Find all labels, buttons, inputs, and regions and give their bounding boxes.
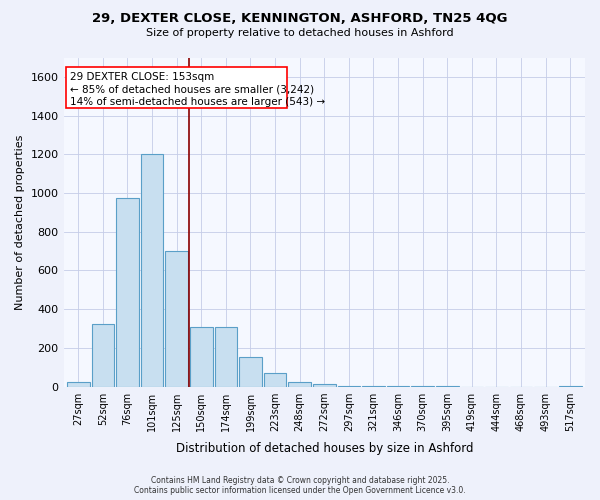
Bar (141, 154, 163, 386)
X-axis label: Distribution of detached houses by size in Ashford: Distribution of detached houses by size … (176, 442, 473, 455)
Bar (166, 251, 188, 386)
Bar (116, 198, 139, 386)
Text: 14% of semi-detached houses are larger (543) →: 14% of semi-detached houses are larger (… (70, 98, 325, 108)
Bar (289, 382, 311, 386)
Text: 29 DEXTER CLOSE: 153sqm: 29 DEXTER CLOSE: 153sqm (70, 72, 214, 82)
Bar (313, 384, 335, 386)
Text: ← 85% of detached houses are smaller (3,242): ← 85% of detached houses are smaller (3,… (70, 85, 314, 95)
Bar (264, 373, 286, 386)
Bar (190, 326, 212, 386)
Text: 29, DEXTER CLOSE, KENNINGTON, ASHFORD, TN25 4QG: 29, DEXTER CLOSE, KENNINGTON, ASHFORD, T… (92, 12, 508, 26)
Y-axis label: Number of detached properties: Number of detached properties (15, 134, 25, 310)
FancyBboxPatch shape (66, 67, 287, 108)
Bar (67, 382, 89, 386)
Text: Contains HM Land Registry data © Crown copyright and database right 2025.
Contai: Contains HM Land Registry data © Crown c… (134, 476, 466, 495)
Text: Size of property relative to detached houses in Ashford: Size of property relative to detached ho… (146, 28, 454, 38)
Bar (239, 358, 262, 386)
Bar (215, 326, 237, 386)
Bar (92, 324, 114, 386)
